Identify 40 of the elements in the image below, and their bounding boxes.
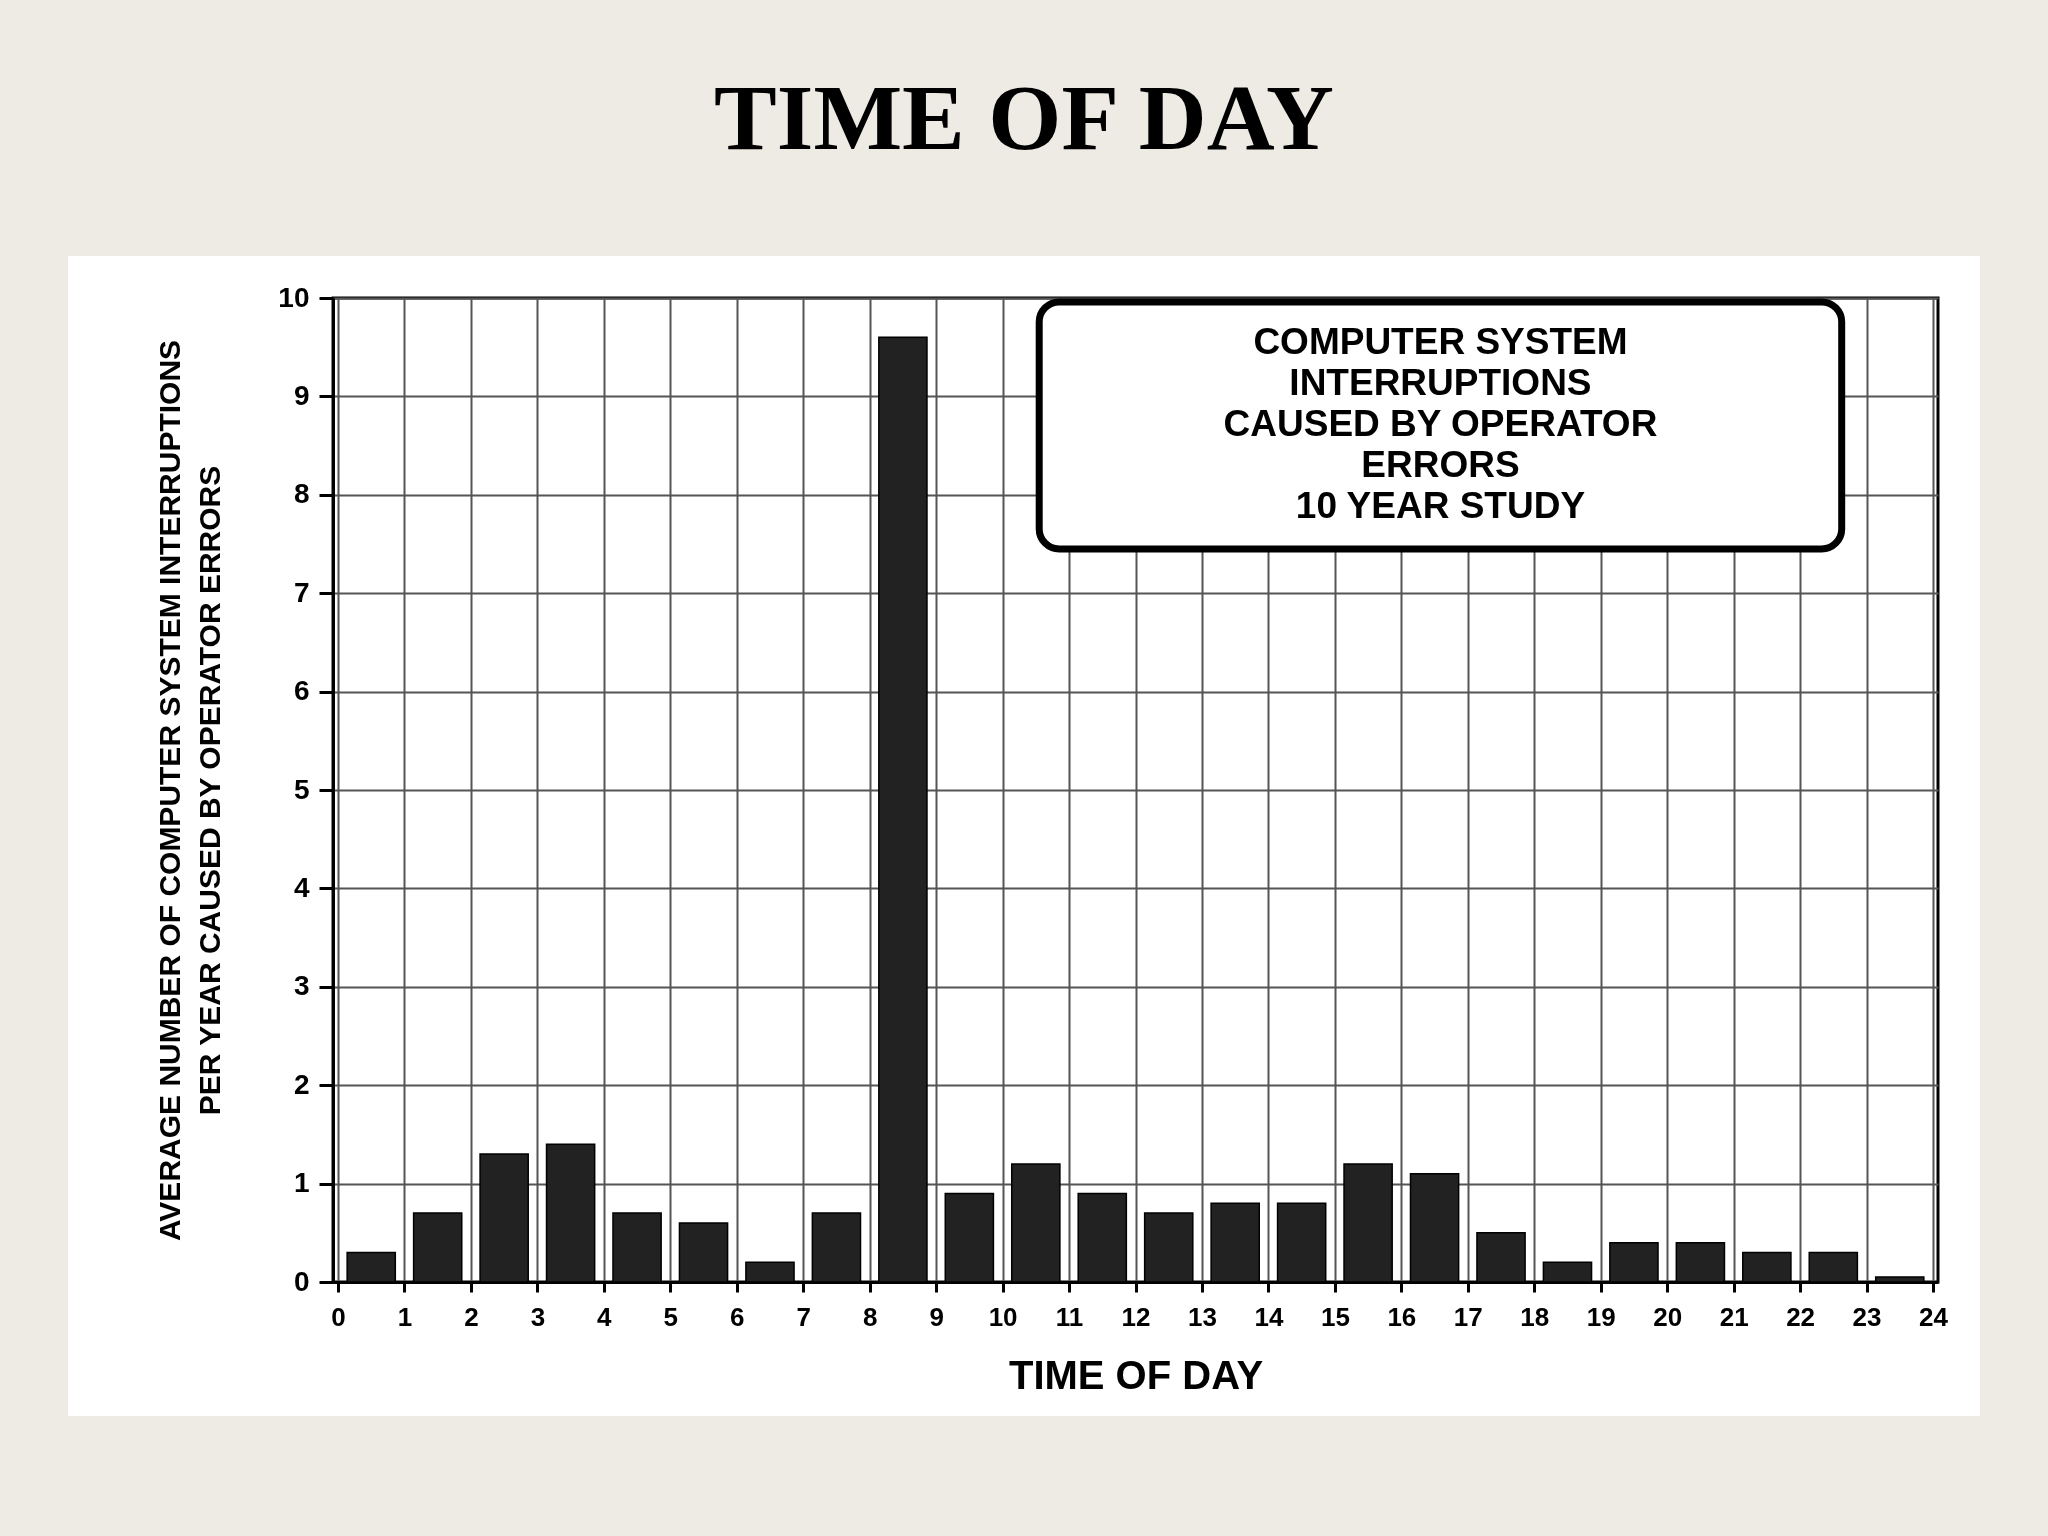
y-axis-title: AVERAGE NUMBER OF COMPUTER SYSTEM INTERRUPTIONS PER YEAR CAUSED BY OPERATOR ERRORS bbox=[153, 339, 227, 1242]
y-tick-label: 4 bbox=[293, 871, 310, 903]
x-tick-label: 24 bbox=[1919, 1301, 1949, 1332]
x-tick-label: 9 bbox=[929, 1301, 944, 1332]
x-tick-label: 0 bbox=[331, 1301, 346, 1332]
x-tick-label: 11 bbox=[1055, 1301, 1084, 1332]
x-tick-label: 20 bbox=[1653, 1301, 1683, 1332]
x-tick-label: 1 bbox=[397, 1301, 413, 1332]
x-tick-label: 7 bbox=[796, 1301, 811, 1332]
annotation: COMPUTER SYSTEM INTERRUPTIONS CAUSED BY OPERATOR ERRORS 10 YEAR STUDY bbox=[1223, 321, 1658, 527]
x-tick-label: 10 bbox=[988, 1301, 1018, 1332]
y-tick-label: 10 bbox=[278, 281, 310, 313]
x-tick-label: 15 bbox=[1320, 1301, 1350, 1332]
y-tick-label: 8 bbox=[293, 478, 310, 510]
x-tick-label: 19 bbox=[1586, 1301, 1616, 1332]
x-axis-title: TIME OF DAY bbox=[1008, 1352, 1264, 1397]
chart-title: TIME OF DAY bbox=[713, 64, 1335, 171]
y-tick-label: 2 bbox=[293, 1068, 310, 1100]
x-tick-label: 21 bbox=[1719, 1301, 1749, 1332]
x-tick-label: 3 bbox=[530, 1301, 546, 1332]
x-tick-label: 17 bbox=[1453, 1301, 1483, 1332]
y-tick-label: 6 bbox=[293, 675, 310, 707]
y-tick-label: 0 bbox=[293, 1265, 310, 1297]
x-tick-label: 23 bbox=[1852, 1301, 1882, 1332]
x-tick-label: 22 bbox=[1786, 1301, 1816, 1332]
x-tick-label: 4 bbox=[597, 1301, 613, 1332]
x-tick-label: 16 bbox=[1387, 1301, 1417, 1332]
x-tick-label: 2 bbox=[464, 1301, 479, 1332]
x-tick-label: 6 bbox=[730, 1301, 745, 1332]
y-tick-label: 3 bbox=[293, 970, 310, 1002]
x-tick-label: 18 bbox=[1520, 1301, 1550, 1332]
x-tick-label: 14 bbox=[1254, 1301, 1284, 1332]
y-tick-label: 5 bbox=[293, 773, 310, 805]
y-tick-label: 1 bbox=[293, 1167, 310, 1199]
x-tick-label: 8 bbox=[862, 1301, 878, 1332]
x-tick-label: 5 bbox=[663, 1301, 679, 1332]
x-tick-label: 13 bbox=[1188, 1301, 1217, 1332]
x-tick-label: 12 bbox=[1121, 1301, 1151, 1332]
y-tick-label: 7 bbox=[293, 576, 310, 608]
y-tick-label: 9 bbox=[293, 379, 310, 411]
